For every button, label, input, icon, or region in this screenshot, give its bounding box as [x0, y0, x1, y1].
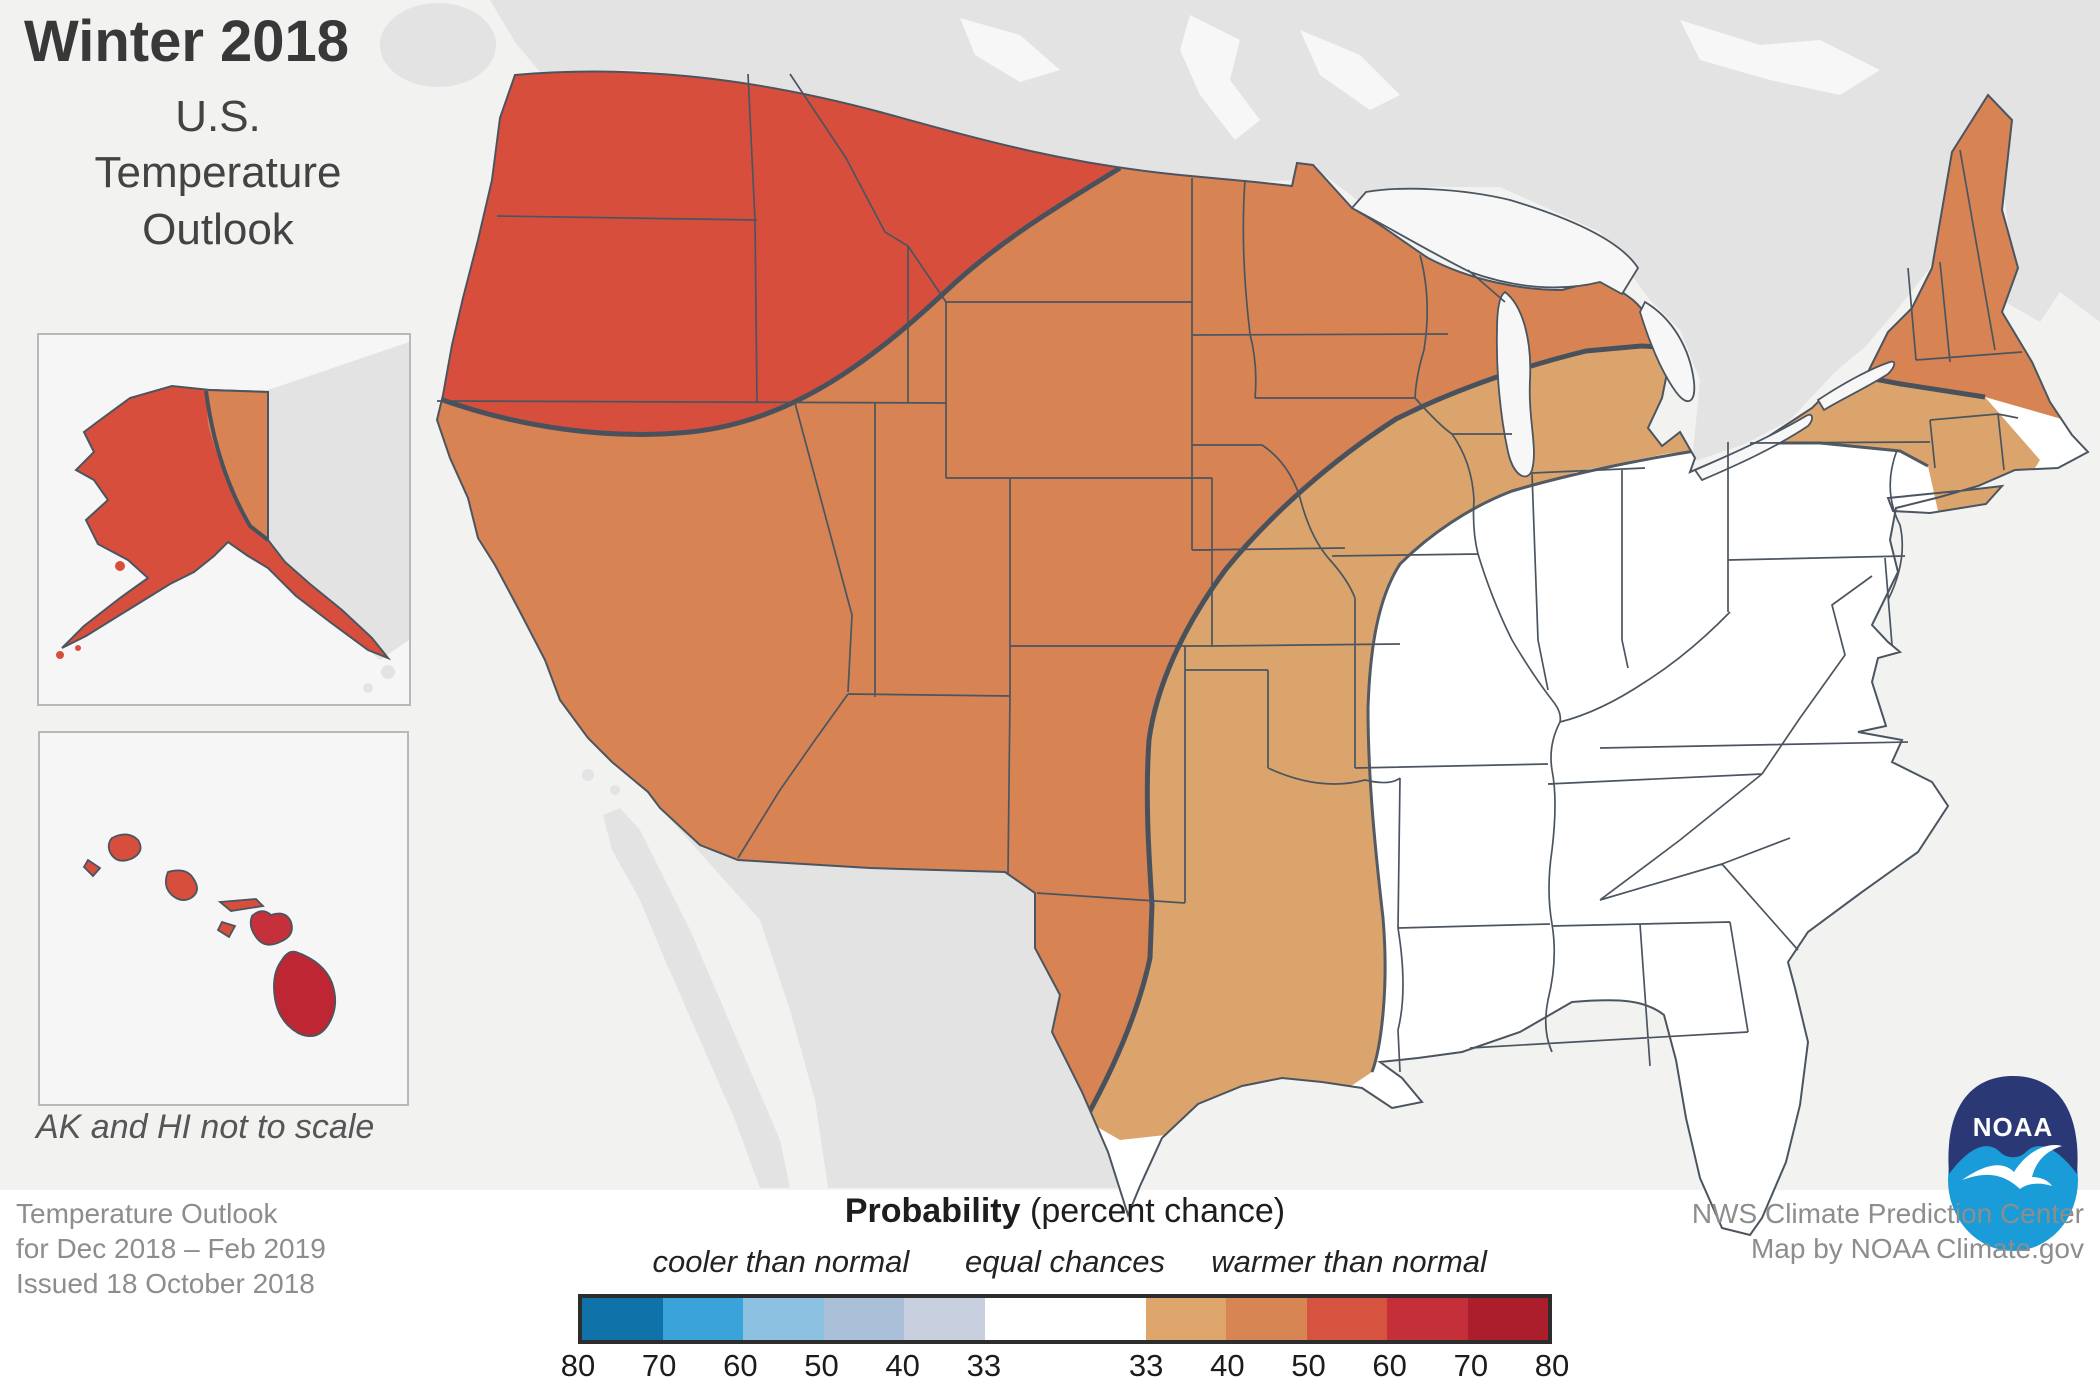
alaska-shape: [61, 384, 392, 661]
legend-tick: 33: [1128, 1348, 1164, 1380]
contour-33-percent: [1366, 441, 1929, 1073]
legend-segment-6: [1145, 1298, 1226, 1340]
legend-tick: 33: [966, 1348, 1002, 1380]
legend-tick: 70: [1453, 1348, 1489, 1380]
island-maui: [249, 910, 293, 946]
alaska-region-warm-40-50: [206, 391, 268, 540]
island-lanai: [216, 920, 237, 939]
region-warm-33-40: [1085, 346, 2040, 1140]
legend-segment-7: [1226, 1298, 1307, 1340]
legend-group-label: warmer than normal: [1211, 1244, 1487, 1279]
attribution-caption: NWS Climate Prediction Center Map by NOA…: [1691, 1198, 2084, 1264]
legend-tick: 80: [560, 1348, 596, 1380]
lake-michigan: [1495, 290, 1535, 478]
title-block: Winter 2018 U.S. Temperature Outlook: [18, 8, 418, 258]
legend-segment-0: [582, 1298, 663, 1340]
legend-segment-8: [1306, 1298, 1387, 1340]
lake-huron: [1639, 300, 1696, 403]
alaska-inset: [37, 333, 411, 706]
lake-ontario: [1816, 360, 1896, 412]
lake-superior: [1350, 187, 1640, 296]
legend-segment-10: [1467, 1298, 1548, 1340]
legend-tick: 40: [885, 1348, 920, 1380]
hawaii-inset: [38, 731, 409, 1106]
noaa-logo: NOAA: [1948, 1076, 2078, 1251]
noaa-logo-text: NOAA: [1973, 1112, 2054, 1142]
legend-title: Probability (percent chance): [844, 1192, 1286, 1230]
legend-group-labels: cooler than normal equal chances warmer th…: [578, 1244, 1552, 1284]
legend-segment-5: [984, 1298, 1146, 1340]
legend-tick-labels: 80 70 60 50 40 33 33 40 50 60 70 80: [561, 1348, 1569, 1380]
legend-color-bar: [578, 1294, 1552, 1344]
legend-tick: 50: [1291, 1348, 1326, 1380]
state-borders: [436, 73, 2023, 1073]
legend-tick: 60: [1372, 1348, 1407, 1380]
inset-scale-note: AK and HI not to scale: [36, 1108, 375, 1146]
island-molokai: [217, 898, 265, 912]
legend-segment-9: [1387, 1298, 1468, 1340]
alaska-border-line: [209, 389, 269, 540]
legend-tick: 40: [1210, 1348, 1245, 1380]
legend-tick: 70: [641, 1348, 677, 1380]
legend-group-label: equal chances: [965, 1244, 1165, 1279]
legend-segment-4: [904, 1298, 985, 1340]
legend-tick: 50: [804, 1348, 839, 1380]
legend-segment-1: [662, 1298, 743, 1340]
mexico-landmass: [582, 769, 1124, 1188]
legend-tick: 60: [723, 1348, 758, 1380]
page-subtitle: U.S. Temperature Outlook: [94, 92, 342, 254]
legend-tick: 80: [1534, 1348, 1570, 1380]
page-title: Winter 2018: [24, 9, 350, 74]
legend-group-label: cooler than normal: [652, 1244, 910, 1279]
island-niihau: [82, 858, 102, 878]
great-lakes: [1350, 187, 1896, 482]
island-kauai: [107, 833, 142, 862]
issuance-caption: Temperature Outlook for Dec 2018 – Feb 2…: [16, 1198, 326, 1299]
legend-segment-2: [743, 1298, 824, 1340]
contour-50-percent: [437, 165, 1122, 437]
lake-erie: [1693, 413, 1813, 482]
alaska-contour: [204, 390, 270, 542]
legend-segment-3: [823, 1298, 904, 1340]
island-oahu: [164, 869, 198, 901]
island-hawaii-big-island: [273, 950, 337, 1037]
